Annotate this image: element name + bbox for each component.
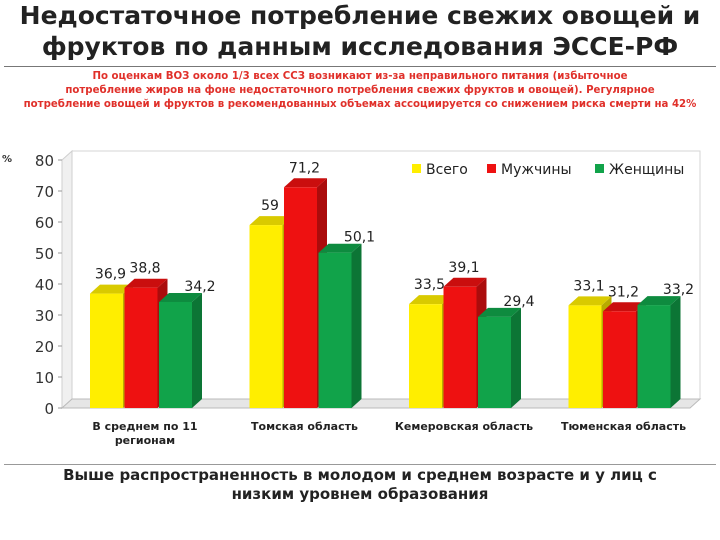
note-line-1: По оценкам ВОЗ около 1/3 всех ССЗ возник… — [92, 71, 628, 82]
bar-top — [478, 307, 521, 317]
y-tick-label: 80 — [35, 152, 54, 170]
bar — [603, 311, 636, 408]
bar — [159, 301, 192, 408]
bar-top — [409, 295, 452, 305]
legend-label: Мужчины — [501, 162, 572, 178]
data-label: 33,1 — [573, 278, 604, 294]
note-line-3: потребление овощей и фруктов в рекомендо… — [23, 99, 697, 110]
footer-line-2: низким уровнем образования — [231, 485, 489, 503]
data-label: 59 — [261, 198, 279, 214]
data-label: 36,9 — [95, 267, 126, 283]
x-tick-label: В среднем по 11 — [92, 420, 197, 433]
data-label: 29,4 — [503, 294, 534, 310]
bar — [409, 304, 442, 408]
legend-swatch — [487, 164, 496, 173]
legend-swatch — [412, 164, 421, 173]
bar-top — [284, 178, 327, 188]
bar-side — [192, 292, 202, 408]
note-line-2: потребление жиров на фоне недостаточного… — [65, 85, 655, 96]
bar-top — [318, 243, 362, 253]
bar — [318, 252, 352, 408]
data-label: 33,5 — [414, 277, 445, 293]
bar-side — [511, 307, 521, 408]
x-tick-label: Томская область — [251, 420, 358, 433]
data-label: 38,8 — [129, 261, 160, 277]
who-note: По оценкам ВОЗ около 1/3 всех ССЗ возник… — [4, 70, 716, 112]
bar — [637, 305, 671, 408]
bar-top — [124, 278, 168, 288]
footer-note: Выше распространенность в молодом и сред… — [0, 466, 720, 504]
plot-side-wall — [61, 149, 73, 410]
legend-swatch — [595, 164, 604, 173]
y-tick-label: 10 — [35, 369, 54, 387]
bar — [478, 316, 511, 408]
data-label: 71,2 — [289, 160, 320, 176]
bar-side — [670, 296, 681, 408]
bar-top — [90, 284, 133, 294]
legend-label: Всего — [426, 162, 468, 178]
bar-top — [249, 216, 293, 226]
y-axis-label: % — [2, 154, 12, 165]
bar-chart: 0 10 20 30 40 50 60 70 80% 36,9 38,8 34,2 В среднем … — [2, 149, 702, 447]
title-line-1: Недостаточное потребление свежих овощей … — [19, 1, 701, 30]
bar — [443, 286, 477, 408]
data-label: 31,2 — [608, 284, 639, 300]
data-label: 33,2 — [663, 282, 694, 298]
title-divider — [4, 66, 716, 67]
y-tick-label: 30 — [35, 307, 54, 325]
bar-side — [351, 243, 362, 408]
data-label: 50,1 — [344, 230, 375, 246]
legend-label: Женщины — [609, 162, 684, 178]
page-title: Недостаточное потребление свежих овощей … — [0, 0, 720, 62]
data-label: 34,2 — [184, 279, 215, 295]
data-label: 39,1 — [448, 260, 479, 276]
y-tick-label: 70 — [35, 183, 54, 201]
y-tick-label: 60 — [35, 214, 54, 232]
x-tick-label: Тюменская область — [561, 420, 686, 433]
bar-top — [443, 277, 487, 287]
title-line-2: фруктов по данным исследования ЭССЕ-РФ — [41, 32, 679, 61]
y-tick-label: 50 — [35, 245, 54, 263]
bar — [284, 187, 317, 408]
footer-divider — [4, 464, 716, 465]
bar — [90, 293, 123, 408]
bar-top — [159, 292, 202, 302]
y-tick-label: 40 — [35, 276, 54, 294]
x-tick-label: Кемеровская область — [395, 420, 533, 433]
bar-top — [637, 296, 681, 306]
footer-line-1: Выше распространенность в молодом и сред… — [63, 466, 657, 484]
y-tick-label: 20 — [35, 338, 54, 356]
y-tick-label: 0 — [44, 400, 54, 418]
bar-top — [603, 302, 646, 312]
bar — [568, 305, 602, 408]
x-tick-label: регионам — [115, 434, 175, 447]
bar-top — [568, 296, 612, 306]
bar — [249, 225, 283, 408]
bar — [124, 287, 158, 408]
